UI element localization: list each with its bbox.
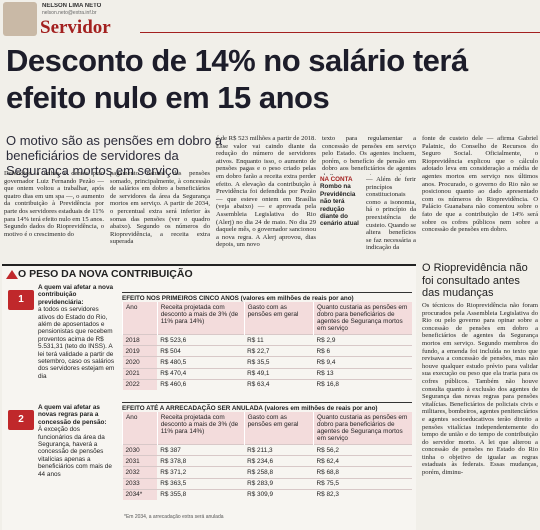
column: é de R$ 523 milhões a partir de 2018. Es… <box>216 135 316 249</box>
cell: R$ 371,2 <box>157 466 245 479</box>
cell: R$ 470,4 <box>157 367 245 380</box>
cell: R$ 480,5 <box>157 356 245 369</box>
cell: 2022 <box>122 378 158 390</box>
rule <box>140 32 540 33</box>
cell: R$ 523,6 <box>157 333 245 346</box>
cell: 2031 <box>122 455 158 467</box>
cell: 2034* <box>122 488 158 500</box>
cell: R$ 355,8 <box>157 488 245 500</box>
row: 2033 R$ 363,5 R$ 283,9 R$ 75,5 <box>122 477 412 490</box>
cell: R$ 9,4 <box>313 356 412 369</box>
cell: R$ 258,8 <box>244 466 314 479</box>
cell: 2018 <box>122 333 158 346</box>
na-conta-label: NA CONTA <box>320 176 353 183</box>
headline: Desconto de 14% no salário terá efeito n… <box>6 43 468 115</box>
na-conta: NA CONTA Rombo na Previdência não terá re… <box>320 176 362 242</box>
column-header: Quanto custaria as pensões em dobro para… <box>313 412 412 445</box>
cell: 2032 <box>122 466 158 479</box>
cell: R$ 378,8 <box>157 455 245 467</box>
icon: 1 <box>8 290 34 310</box>
row: 2020 R$ 480,5 R$ 35,5 R$ 9,4 <box>122 356 412 369</box>
cell: R$ 49,1 <box>244 367 314 380</box>
cell: R$ 460,6 <box>157 378 245 390</box>
icon <box>6 270 18 279</box>
column-header: Receita projetada com desconto a mais de… <box>156 302 245 335</box>
note-text: À exceção dos funcionários da área da Se… <box>38 426 112 478</box>
table: Ano Receita projetada com desconto a mais… <box>122 302 412 390</box>
cell: 2020 <box>122 356 158 369</box>
header-row: Ano Receita projetada com desconto a mais… <box>122 412 412 445</box>
cell: 2021 <box>122 367 158 380</box>
cell: R$ 363,5 <box>157 477 245 490</box>
column-header: Receita projetada com desconto a mais de… <box>156 412 245 445</box>
row: 2018 R$ 523,6 R$ 11 R$ 2,9 <box>122 333 412 346</box>
note-title: A quem vai afetar as novas regras para a… <box>38 404 107 426</box>
note-text: a todos os servidores ativos do Estado d… <box>38 306 115 380</box>
cell: 2030 <box>122 443 158 456</box>
cell: R$ 35,5 <box>244 356 314 369</box>
infographic-title: O PESO DA NOVA CONTRIBUIÇÃO <box>18 268 193 280</box>
author-photo <box>3 2 37 36</box>
row: 2031 R$ 378,8 R$ 234,6 R$ 62,4 <box>122 455 412 467</box>
column: texto para regulamentar a concessão de p… <box>322 135 416 175</box>
row: 2021 R$ 470,4 R$ 49,1 R$ 13 <box>122 367 412 380</box>
column-header: Ano <box>122 412 158 445</box>
table-block: EFEITO ATÉ A ARRECADAÇÃO SER ANULADA (va… <box>122 402 412 510</box>
cell: R$ 68,8 <box>313 466 412 479</box>
table-block: EFEITO NOS PRIMEIROS CINCO ANOS (valores… <box>122 292 412 400</box>
table-title: EFEITO NOS PRIMEIROS CINCO ANOS (valores… <box>122 292 412 302</box>
side-heading: O Rioprevidência não foi consultado ante… <box>422 262 528 299</box>
column-header: Gasto com as pensões em geral <box>243 412 314 445</box>
cell: R$ 2,9 <box>313 333 412 346</box>
cell: R$ 283,9 <box>244 477 314 490</box>
subhead: O motivo são as pensões em dobro a benef… <box>6 133 223 178</box>
row: 2034* R$ 355,8 R$ 309,9 R$ 82,3 <box>122 488 412 500</box>
column-header: Quanto custaria as pensões em dobro para… <box>313 302 412 335</box>
cell: R$ 16,8 <box>313 378 412 390</box>
cell: R$ 6 <box>313 345 412 357</box>
section: Servidor <box>40 17 111 38</box>
cell: R$ 63,4 <box>244 378 314 390</box>
side-text: Os técnicos do Rioprevidência não foram … <box>422 302 538 477</box>
icon: 2 <box>8 410 34 430</box>
row: 2022 R$ 460,6 R$ 63,4 R$ 16,8 <box>122 378 412 390</box>
cell: R$ 56,2 <box>313 443 412 456</box>
cell: R$ 309,9 <box>244 488 314 500</box>
row: 2019 R$ 504 R$ 22,7 R$ 6 <box>122 345 412 357</box>
column: — Além de ferir princípios constituciona… <box>366 176 416 252</box>
cell: 2033 <box>122 477 158 490</box>
cell: R$ 13 <box>313 367 412 380</box>
note: A quem vai afetar a nova contribuição pr… <box>38 284 116 404</box>
cell: R$ 234,6 <box>244 455 314 467</box>
cell: R$ 211,3 <box>244 443 314 456</box>
cell: R$ 387 <box>157 443 245 456</box>
row: 2032 R$ 371,2 R$ 258,8 R$ 68,8 <box>122 466 412 479</box>
column: fonte de custeio dele — afirma Gabriel P… <box>422 135 538 234</box>
column-header: Ano <box>122 302 158 335</box>
cell: R$ 11 <box>244 333 314 346</box>
note-title: A quem vai afetar a nova contribuição pr… <box>38 284 114 306</box>
cell: 2019 <box>122 345 158 357</box>
column-header: Gasto com as pensões em geral <box>243 302 314 335</box>
table-title: EFEITO ATÉ A ARRECADAÇÃO SER ANULADA (va… <box>122 402 412 412</box>
table: Ano Receita projetada com desconto a mais… <box>122 412 412 500</box>
na-conta-text: Rombo na Previdência não terá redução di… <box>320 183 359 228</box>
column: pagamento natural das pensões somado, pr… <box>110 170 210 246</box>
email: nelson.neto@extra.inf.br <box>42 10 97 16</box>
cell: R$ 504 <box>157 345 245 357</box>
note: A quem vai afetar as novas regras para a… <box>38 404 116 526</box>
row: 2030 R$ 387 R$ 211,3 R$ 56,2 <box>122 443 412 456</box>
cell: R$ 82,3 <box>313 488 412 500</box>
header-row: Ano Receita projetada com desconto a mais… <box>122 302 412 335</box>
author: NELSON LIMA NETO <box>42 3 102 9</box>
cell: R$ 75,5 <box>313 477 412 490</box>
cell: R$ 62,4 <box>313 455 412 467</box>
footnote: *Em 2034, a arrecadação extra será anula… <box>124 514 224 520</box>
cell: R$ 22,7 <box>244 345 314 357</box>
column: Defendido a unhas e dentes pelo governad… <box>4 170 104 238</box>
